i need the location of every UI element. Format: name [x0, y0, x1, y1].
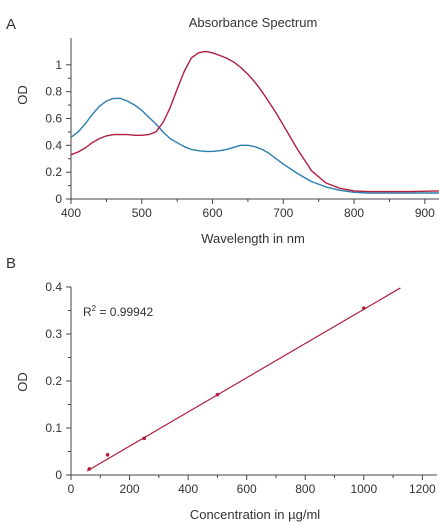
panel-a-y-tick-label: 0.2: [45, 165, 62, 179]
panel-a-y-tick-label: 0: [55, 192, 62, 206]
data-point: [215, 392, 220, 397]
panel-a-x-tick-label: 500: [132, 206, 152, 220]
panel-a-x-tick-label: 600: [203, 206, 223, 220]
panel-a-x-tick-label: 900: [415, 206, 435, 220]
panel-b-x-tick-label: 400: [178, 482, 198, 496]
panel-a-ticks: 400 500 600 700 800 900 0 0.2 0.4 0.6 0.8 1: [45, 58, 435, 220]
r-squared-annotation: R2 = 0.99942: [83, 304, 154, 319]
panel-a-x-tick-label: 800: [344, 206, 364, 220]
panel-b-x-tick-label: 600: [237, 482, 257, 496]
panel-b-label: B: [6, 255, 16, 272]
panel-a-y-axis-label: OD: [15, 85, 30, 105]
panel-a-y-tick-label: 0.8: [45, 85, 62, 99]
r-squared-value: = 0.99942: [96, 305, 153, 319]
panel-b: B 0 200 400 600 800 1000 1200 0 0.1 0.2 0.3 0.4 R2 …: [6, 255, 437, 522]
panel-b-x-tick-label: 200: [120, 482, 140, 496]
panel-a-x-axis-label: Wavelength in nm: [201, 231, 305, 246]
panel-a-title: Absorbance Spectrum: [189, 15, 318, 30]
panel-b-ticks: 0 200 400 600 800 1000 1200 0 0.1 0.2 0.3 0.4: [45, 280, 436, 496]
data-point: [105, 452, 110, 457]
data-point: [142, 436, 146, 441]
panel-a-x-tick-label: 700: [273, 206, 293, 220]
panel-b-y-axis-label: OD: [15, 372, 30, 392]
panel-b-y-tick-label: 0.3: [45, 327, 62, 341]
r-squared-base: R: [83, 305, 92, 319]
data-point: [362, 306, 366, 310]
panel-b-x-tick-label: 1200: [409, 482, 436, 496]
panel-a-x-tick-label: 400: [61, 206, 81, 220]
spectrum-line-blue: [70, 97, 439, 194]
panel-a-y-tick-label: 0.4: [45, 138, 62, 152]
data-point: [87, 467, 92, 471]
r-squared-superscript: 2: [92, 304, 97, 313]
panel-b-y-tick-label: 0.4: [45, 280, 62, 294]
panel-b-x-tick-label: 800: [295, 482, 315, 496]
fit-line: [86, 287, 401, 472]
panel-a: A Absorbance Spectrum 400 500 600 700 800 900…: [6, 15, 439, 246]
panel-b-y-tick-label: 0.1: [45, 421, 62, 435]
spectrum-line-red: [70, 50, 439, 193]
panel-a-plot-area: [70, 38, 439, 200]
panel-b-y-tick-label: 0: [55, 468, 62, 482]
panel-b-x-axis-label: Concentration in µg/ml: [190, 507, 320, 522]
panel-b-y-tick-label: 0.2: [45, 374, 62, 388]
panel-a-label: A: [6, 16, 16, 33]
panel-a-y-tick-label: 0.6: [45, 112, 62, 126]
panel-a-y-tick-label: 1: [55, 58, 62, 72]
panel-b-x-tick-label: 1000: [350, 482, 377, 496]
panel-b-x-tick-label: 0: [68, 482, 75, 496]
